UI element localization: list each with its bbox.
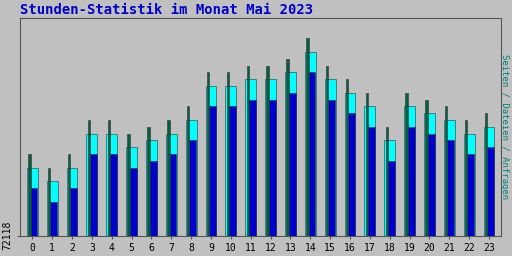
Bar (225, 86, 237, 236)
Bar (266, 66, 269, 236)
Bar (447, 140, 455, 236)
Bar (186, 120, 197, 236)
Bar (386, 127, 388, 236)
Bar (384, 140, 395, 236)
Bar (346, 79, 348, 236)
Bar (366, 93, 368, 236)
Bar (245, 79, 256, 236)
Bar (27, 168, 38, 236)
Bar (207, 72, 209, 236)
Bar (90, 154, 97, 236)
Bar (127, 134, 130, 236)
Bar (288, 93, 295, 236)
Bar (129, 168, 137, 236)
Bar (67, 168, 77, 236)
Bar (444, 120, 455, 236)
Bar (464, 134, 475, 236)
Bar (205, 86, 217, 236)
Bar (425, 100, 428, 236)
Bar (169, 154, 177, 236)
Bar (106, 134, 117, 236)
Bar (406, 93, 408, 236)
Bar (348, 113, 355, 236)
Bar (28, 154, 31, 236)
Bar (248, 100, 256, 236)
Bar (268, 100, 276, 236)
Bar (285, 72, 296, 236)
Bar (126, 147, 137, 236)
Bar (187, 106, 189, 236)
Bar (345, 93, 355, 236)
Bar (166, 134, 177, 236)
Bar (308, 72, 315, 236)
Bar (286, 59, 289, 236)
Bar (404, 106, 415, 236)
Bar (70, 188, 77, 236)
Bar (424, 113, 435, 236)
Bar (167, 120, 169, 236)
Bar (486, 147, 494, 236)
Bar (445, 106, 447, 236)
Bar (465, 120, 467, 236)
Bar (326, 66, 328, 236)
Text: Stunden-Statistik im Monat Mai 2023: Stunden-Statistik im Monat Mai 2023 (20, 3, 313, 17)
Bar (108, 120, 110, 236)
Bar (305, 52, 316, 236)
Bar (189, 140, 196, 236)
Bar (146, 140, 157, 236)
Bar (30, 188, 37, 236)
Bar (467, 154, 474, 236)
Bar (110, 154, 117, 236)
Bar (328, 100, 335, 236)
Bar (427, 134, 435, 236)
Bar (147, 127, 150, 236)
Bar (365, 106, 375, 236)
Bar (47, 181, 58, 236)
Bar (208, 106, 216, 236)
Bar (88, 120, 90, 236)
Bar (265, 79, 276, 236)
Bar (247, 66, 249, 236)
Bar (325, 79, 335, 236)
Bar (387, 161, 395, 236)
Bar (306, 38, 309, 236)
Y-axis label: Seiten / Dateien / Anfragen: Seiten / Dateien / Anfragen (500, 54, 509, 199)
Bar (227, 72, 229, 236)
Bar (50, 201, 57, 236)
Bar (407, 127, 415, 236)
Bar (68, 154, 70, 236)
Bar (87, 134, 97, 236)
Bar (485, 113, 487, 236)
Bar (368, 127, 375, 236)
Bar (228, 106, 236, 236)
Bar (149, 161, 157, 236)
Bar (483, 127, 495, 236)
Bar (48, 168, 50, 236)
